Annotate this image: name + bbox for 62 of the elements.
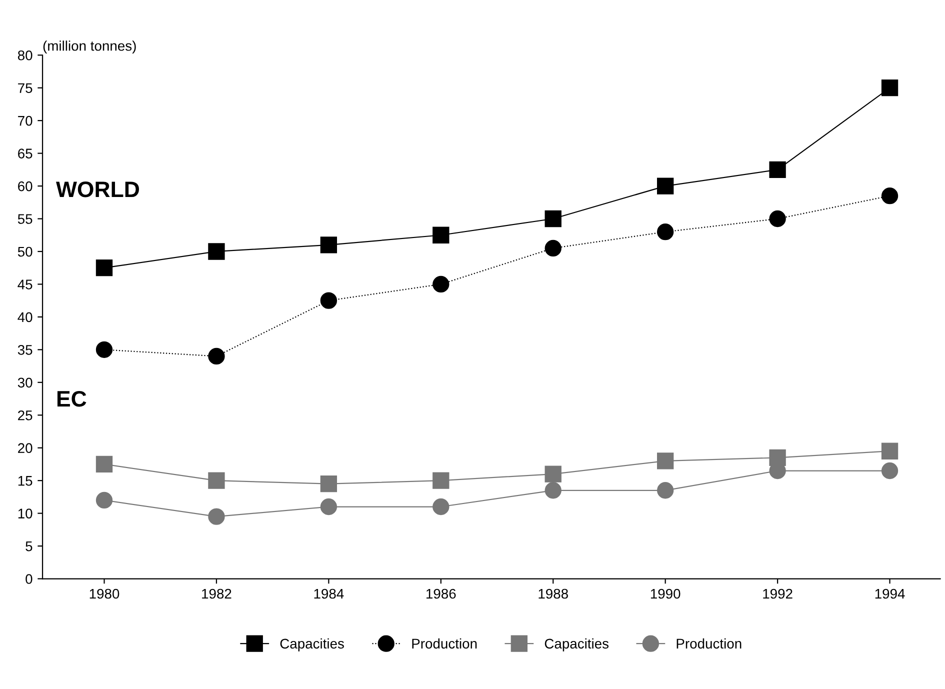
legend-label: Capacities <box>544 638 609 652</box>
legend-label: Production <box>676 638 742 649</box>
point <box>881 462 898 480</box>
point <box>320 498 338 516</box>
point <box>432 226 450 244</box>
x-tick-label: 1982 <box>202 588 232 599</box>
point <box>544 466 562 482</box>
point <box>320 292 338 309</box>
y-tick-label: 35 <box>18 345 32 355</box>
legend-label: Production <box>412 638 477 649</box>
annotation: EC <box>57 390 86 407</box>
y-tick-label: 60 <box>18 181 32 192</box>
y-axis-title: (million tonnes) <box>43 40 136 54</box>
y-tick-label: 25 <box>18 410 32 420</box>
y-tick-label: 15 <box>18 476 32 486</box>
point <box>208 472 225 489</box>
point <box>96 456 113 473</box>
point <box>432 472 450 489</box>
y-tick-label: 65 <box>18 148 32 158</box>
annotation: WORLD <box>56 181 139 198</box>
point <box>657 224 674 240</box>
point <box>657 178 674 194</box>
y-tick-label: 80 <box>18 50 32 60</box>
point <box>657 482 674 499</box>
y-tick-label: 45 <box>18 280 32 290</box>
point <box>432 498 450 516</box>
point <box>96 260 113 276</box>
y-tick-label: 40 <box>18 312 32 322</box>
x-tick-label: 1984 <box>314 588 344 599</box>
point <box>881 188 898 204</box>
y-tick-label: 30 <box>18 378 32 388</box>
point <box>208 348 225 365</box>
y-tick-label: 55 <box>18 214 32 224</box>
point <box>544 210 562 228</box>
point <box>96 492 113 509</box>
x-tick-label: 1990 <box>650 588 680 599</box>
point <box>769 161 786 178</box>
point <box>544 240 562 257</box>
y-tick-label: 10 <box>18 508 32 518</box>
point <box>320 236 338 254</box>
y-tick-label: 75 <box>18 83 32 94</box>
point <box>769 210 786 228</box>
point <box>657 452 674 470</box>
point <box>881 80 898 96</box>
y-tick-label: 20 <box>18 443 32 454</box>
y-tick-label: 50 <box>18 246 32 257</box>
point <box>881 442 898 460</box>
y-tick-label: 70 <box>18 116 32 126</box>
x-tick-label: 1980 <box>90 588 120 599</box>
legend-label: Capacities <box>280 638 344 652</box>
point <box>544 482 562 499</box>
point <box>320 476 338 492</box>
x-tick-label: 1992 <box>763 588 792 599</box>
x-tick-label: 1994 <box>875 588 905 599</box>
point <box>432 276 450 293</box>
x-tick-label: 1986 <box>426 588 456 599</box>
y-tick-label: 5 <box>26 542 32 552</box>
point <box>208 508 225 525</box>
point <box>96 341 113 358</box>
y-tick-label: 0 <box>26 574 32 584</box>
point <box>208 243 225 260</box>
x-tick-label: 1988 <box>538 588 568 599</box>
